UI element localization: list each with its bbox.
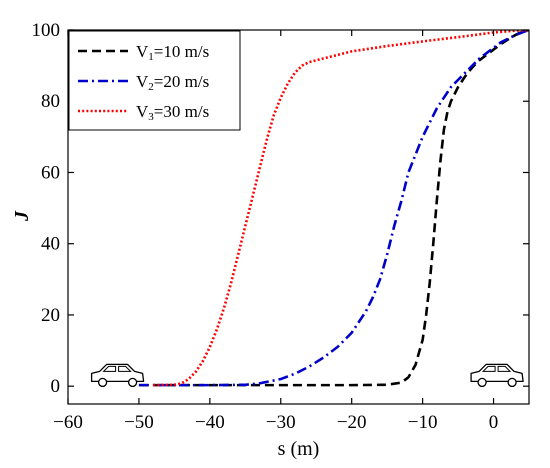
x-tick-label: −50 [124, 412, 154, 433]
y-tick-label: 80 [41, 91, 60, 112]
series-line-2 [138, 30, 529, 387]
legend-label-2: V2=20 m/s [136, 72, 209, 93]
series-layer [138, 30, 529, 387]
x-tick-label: 0 [489, 412, 499, 433]
y-tick-label: 40 [41, 234, 60, 255]
x-tick-label: −20 [337, 412, 367, 433]
y-axis-label: J [11, 210, 33, 222]
y-tick-label: 60 [41, 162, 60, 183]
series-line-1 [138, 30, 529, 387]
car-icon [90, 363, 145, 388]
legend-box [68, 30, 241, 131]
y-tick-label: 0 [51, 376, 61, 397]
x-tick-label: −10 [408, 412, 438, 433]
x-axis-label: s (m) [278, 438, 320, 460]
x-tick-label: −30 [266, 412, 296, 433]
series-line-3 [153, 30, 529, 387]
x-tick-label: −40 [195, 412, 225, 433]
plot-frame [67, 29, 530, 405]
y-tick-label: 100 [32, 20, 61, 41]
annotation-layer [90, 363, 524, 388]
legend-label-1: V1=10 m/s [136, 42, 209, 63]
legend: V1=10 m/s V2=20 m/s V3=30 m/s [68, 30, 241, 131]
car-icon [470, 363, 524, 388]
tick-layer: −60 −50 −40 −30 −20 −10 0 0 20 40 60 80 100 [32, 20, 529, 433]
legend-label-3: V3=30 m/s [136, 102, 209, 123]
y-tick-label: 20 [41, 305, 60, 326]
x-tick-label: −60 [53, 412, 83, 433]
